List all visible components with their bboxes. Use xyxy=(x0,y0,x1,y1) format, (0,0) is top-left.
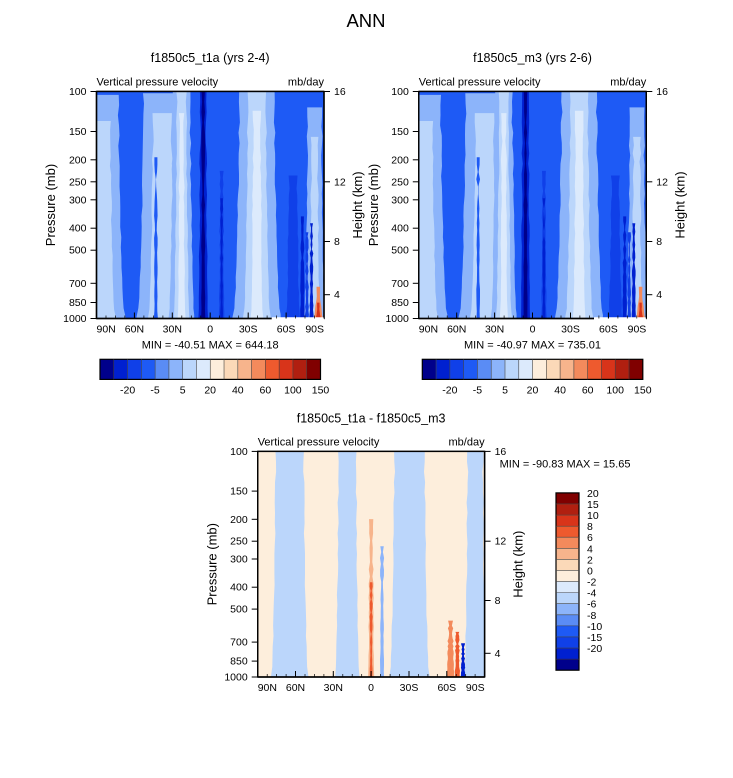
svg-text:12: 12 xyxy=(334,176,346,188)
svg-text:-20: -20 xyxy=(587,643,602,655)
svg-text:90S: 90S xyxy=(466,682,485,694)
svg-text:8: 8 xyxy=(495,595,501,607)
svg-text:MIN = -40.97 MAX = 735.01: MIN = -40.97 MAX = 735.01 xyxy=(464,340,601,352)
svg-text:1000: 1000 xyxy=(224,672,248,684)
svg-text:12: 12 xyxy=(495,536,507,548)
svg-text:90N: 90N xyxy=(419,324,438,336)
svg-text:Height (km): Height (km) xyxy=(672,171,687,238)
svg-text:400: 400 xyxy=(391,223,409,235)
svg-text:f1850c5_t1a (yrs 2-4): f1850c5_t1a (yrs 2-4) xyxy=(151,51,270,65)
svg-text:300: 300 xyxy=(69,194,87,206)
svg-text:40: 40 xyxy=(554,384,566,396)
svg-text:4: 4 xyxy=(334,289,340,301)
svg-text:Height (km): Height (km) xyxy=(511,531,526,598)
svg-text:mb/day: mb/day xyxy=(610,77,647,89)
svg-text:20: 20 xyxy=(204,384,216,396)
svg-text:MIN = -40.51 MAX = 644.18: MIN = -40.51 MAX = 644.18 xyxy=(142,340,279,352)
svg-text:250: 250 xyxy=(391,176,409,188)
svg-text:300: 300 xyxy=(391,194,409,206)
svg-text:60: 60 xyxy=(260,384,272,396)
svg-text:0: 0 xyxy=(530,324,536,336)
svg-text:5: 5 xyxy=(502,384,508,396)
svg-text:40: 40 xyxy=(232,384,244,396)
svg-text:Vertical pressure velocity: Vertical pressure velocity xyxy=(419,77,541,89)
svg-text:200: 200 xyxy=(391,154,409,166)
svg-text:ANN: ANN xyxy=(346,10,385,31)
svg-text:1000: 1000 xyxy=(385,313,409,325)
svg-text:60S: 60S xyxy=(277,324,296,336)
svg-text:-5: -5 xyxy=(150,384,159,396)
svg-text:8: 8 xyxy=(334,236,340,248)
svg-text:mb/day: mb/day xyxy=(449,436,486,448)
svg-text:200: 200 xyxy=(230,514,248,526)
svg-text:850: 850 xyxy=(230,656,248,668)
svg-text:100: 100 xyxy=(606,384,624,396)
svg-text:Pressure (mb): Pressure (mb) xyxy=(205,523,220,605)
svg-text:-20: -20 xyxy=(442,384,457,396)
svg-text:250: 250 xyxy=(230,536,248,548)
svg-text:Vertical pressure velocity: Vertical pressure velocity xyxy=(258,436,380,448)
svg-text:30S: 30S xyxy=(561,324,580,336)
svg-text:700: 700 xyxy=(391,278,409,290)
svg-text:60S: 60S xyxy=(437,682,456,694)
svg-text:150: 150 xyxy=(634,384,652,396)
svg-text:Vertical pressure velocity: Vertical pressure velocity xyxy=(97,77,219,89)
svg-text:f1850c5_m3 (yrs 2-6): f1850c5_m3 (yrs 2-6) xyxy=(473,51,592,65)
svg-text:60S: 60S xyxy=(599,324,618,336)
svg-text:MIN = -90.83 MAX = 15.65: MIN = -90.83 MAX = 15.65 xyxy=(500,458,631,470)
svg-text:90N: 90N xyxy=(258,682,277,694)
svg-text:500: 500 xyxy=(230,604,248,616)
svg-text:Pressure (mb): Pressure (mb) xyxy=(43,164,58,246)
svg-text:20: 20 xyxy=(527,384,539,396)
svg-text:16: 16 xyxy=(656,86,668,98)
svg-text:16: 16 xyxy=(495,446,507,458)
svg-text:30S: 30S xyxy=(400,682,419,694)
svg-text:5: 5 xyxy=(180,384,186,396)
svg-text:150: 150 xyxy=(312,384,330,396)
svg-text:100: 100 xyxy=(391,86,409,98)
svg-text:1000: 1000 xyxy=(63,313,87,325)
svg-text:30N: 30N xyxy=(163,324,182,336)
svg-text:400: 400 xyxy=(69,223,87,235)
svg-text:60: 60 xyxy=(582,384,594,396)
svg-text:4: 4 xyxy=(495,648,501,660)
svg-text:30N: 30N xyxy=(485,324,504,336)
svg-text:Height (km): Height (km) xyxy=(350,171,365,238)
svg-text:90S: 90S xyxy=(628,324,647,336)
svg-text:-20: -20 xyxy=(120,384,135,396)
svg-text:f1850c5_t1a - f1850c5_m3: f1850c5_t1a - f1850c5_m3 xyxy=(297,411,446,425)
svg-text:250: 250 xyxy=(69,176,87,188)
svg-text:500: 500 xyxy=(69,245,87,257)
svg-text:400: 400 xyxy=(230,582,248,594)
svg-text:100: 100 xyxy=(230,446,248,458)
svg-text:90S: 90S xyxy=(305,324,324,336)
svg-text:700: 700 xyxy=(69,278,87,290)
svg-text:-5: -5 xyxy=(473,384,482,396)
svg-text:150: 150 xyxy=(391,126,409,138)
svg-text:16: 16 xyxy=(334,86,346,98)
svg-text:12: 12 xyxy=(656,176,668,188)
svg-text:100: 100 xyxy=(284,384,302,396)
svg-text:30S: 30S xyxy=(239,324,258,336)
svg-text:100: 100 xyxy=(69,86,87,98)
svg-text:60N: 60N xyxy=(125,324,144,336)
svg-text:mb/day: mb/day xyxy=(288,77,325,89)
svg-text:90N: 90N xyxy=(97,324,116,336)
svg-text:500: 500 xyxy=(391,245,409,257)
svg-text:200: 200 xyxy=(69,154,87,166)
svg-text:150: 150 xyxy=(230,486,248,498)
svg-text:0: 0 xyxy=(207,324,213,336)
svg-text:4: 4 xyxy=(656,289,662,301)
svg-text:Pressure (mb): Pressure (mb) xyxy=(366,164,381,246)
svg-text:150: 150 xyxy=(69,126,87,138)
svg-text:850: 850 xyxy=(391,297,409,309)
svg-text:60N: 60N xyxy=(447,324,466,336)
svg-text:30N: 30N xyxy=(324,682,343,694)
svg-text:850: 850 xyxy=(69,297,87,309)
svg-text:8: 8 xyxy=(656,236,662,248)
svg-text:700: 700 xyxy=(230,637,248,649)
svg-text:60N: 60N xyxy=(286,682,305,694)
svg-text:0: 0 xyxy=(368,682,374,694)
svg-text:300: 300 xyxy=(230,554,248,566)
